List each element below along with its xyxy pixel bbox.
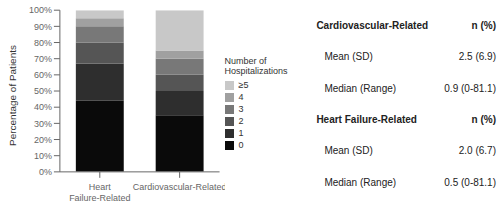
svg-text:10%: 10% (34, 151, 52, 161)
html-text:Heart Failure-Related: Heart Failure-Related (316, 114, 417, 126)
svg-text:50%: 50% (34, 86, 52, 96)
svg-text:0%: 0% (39, 167, 52, 177)
html-text:4: 4 (238, 92, 244, 102)
svg-text:Cardiovascular-Related: Cardiovascular-Related (133, 182, 225, 192)
svg-text:80%: 80% (34, 38, 52, 48)
svg-text:100%: 100% (29, 5, 52, 15)
html-text:0: 0 (238, 140, 244, 150)
html-text:2.5 (6.9): 2.5 (6.9) (458, 51, 496, 63)
html-text:Median (Range): Median (Range) (324, 82, 397, 94)
html-text:n (%): n (%) (471, 20, 496, 32)
svg-text:70%: 70% (34, 54, 52, 64)
html-text:2: 2 (238, 116, 244, 126)
html-text:Number of Hospitalizations: Number of Hospitalizations (224, 56, 288, 76)
html-text:1: 1 (238, 128, 244, 138)
html-text:≥5: ≥5 (238, 80, 249, 90)
svg-text:40%: 40% (34, 102, 52, 112)
svg-text:20%: 20% (34, 135, 52, 145)
svg-text:HeartFailure-Related: HeartFailure-Related (69, 182, 130, 203)
svg-text:90%: 90% (34, 22, 52, 32)
svg-text:30%: 30% (34, 119, 52, 129)
html-text:Mean (SD): Mean (SD) (324, 51, 373, 63)
html-text:2.0 (6.7): 2.0 (6.7) (458, 145, 496, 157)
html-text:Median (Range): Median (Range) (324, 176, 397, 188)
html-text:n (%): n (%) (471, 114, 496, 126)
html-text:0.9 (0-81.1): 0.9 (0-81.1) (444, 82, 496, 94)
svg-text:Percentage of Patients: Percentage of Patients (8, 45, 18, 146)
html-text:Cardiovascular-Related: Cardiovascular-Related (316, 20, 429, 32)
html-text:Mean (SD): Mean (SD) (324, 145, 373, 157)
html-text:0.5 (0-81.1): 0.5 (0-81.1) (444, 176, 496, 188)
svg-text:60%: 60% (34, 70, 52, 80)
html-text:3: 3 (238, 104, 244, 114)
